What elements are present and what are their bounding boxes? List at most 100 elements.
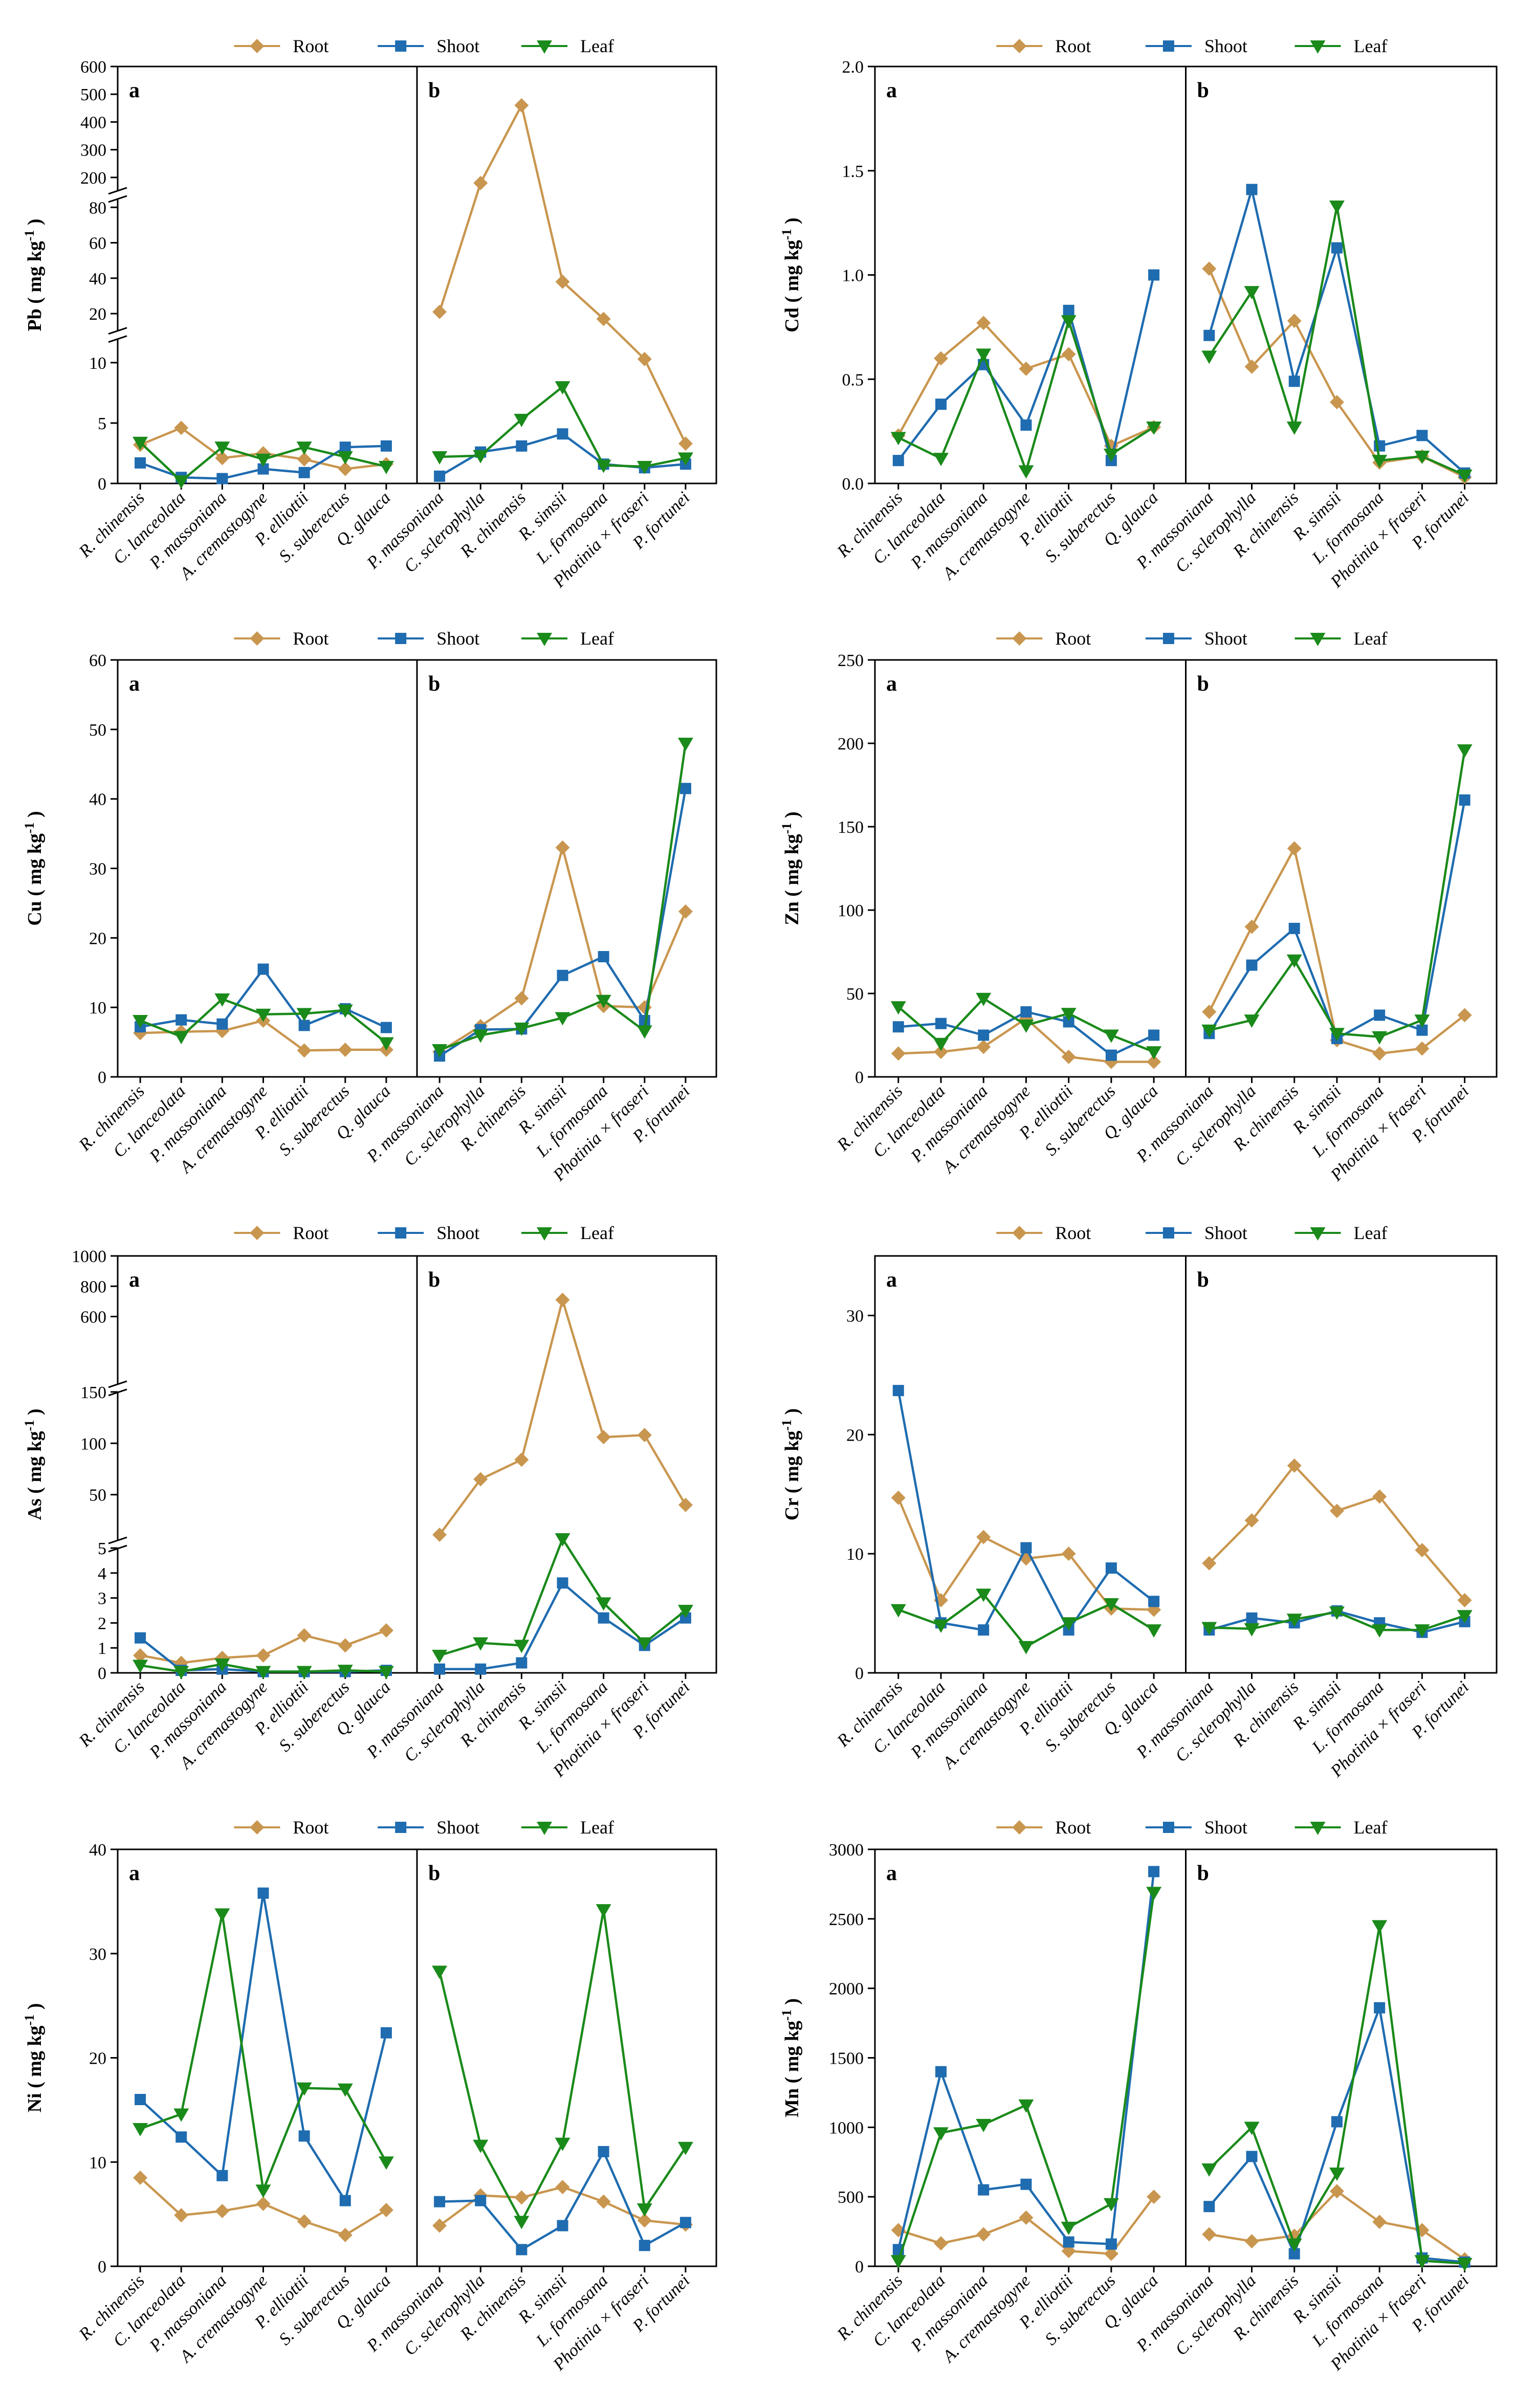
- data-point-leaf: [1103, 448, 1119, 462]
- y-tick-label: 600: [80, 1308, 106, 1327]
- legend-label-root: Root: [293, 628, 328, 649]
- y-axis-label: Ni ( mg kg-1 ): [22, 2003, 46, 2113]
- y-tick-label: 30: [89, 860, 106, 879]
- y-tick-label: 60: [89, 234, 106, 253]
- data-point-shoot: [892, 455, 904, 467]
- y-tick-label: 30: [89, 1945, 106, 1964]
- series-leaf: [133, 1658, 394, 1680]
- y-tick-label: 0: [855, 1068, 864, 1087]
- legend-marker-leaf: [537, 633, 552, 646]
- data-point-root: [432, 2218, 447, 2233]
- series-leaf: [890, 1887, 1162, 2269]
- series-line-leaf: [439, 743, 687, 1051]
- data-point-shoot: [175, 2131, 187, 2143]
- series-leaf: [1201, 1920, 1473, 2271]
- data-point-root: [379, 1623, 393, 1638]
- data-point-root: [1329, 395, 1344, 410]
- legend-Ni: Root Shoot Leaf: [234, 1817, 614, 1838]
- series-root: [432, 840, 693, 1059]
- y-tick-label: 0.5: [842, 370, 864, 389]
- y-tick-label: 100: [838, 901, 864, 920]
- data-point-root: [473, 1472, 488, 1487]
- legend-label-shoot: Shoot: [436, 1223, 479, 1243]
- series-leaf: [432, 381, 693, 474]
- data-point-leaf: [555, 381, 570, 395]
- data-point-shoot: [1203, 2201, 1215, 2213]
- data-point-shoot: [1203, 329, 1215, 341]
- data-point-root: [473, 175, 488, 190]
- data-point-leaf: [1414, 451, 1430, 465]
- y-tick-label: 5: [98, 414, 106, 433]
- data-point-shoot: [1020, 1542, 1032, 1554]
- legend-marker-leaf: [1310, 40, 1326, 54]
- data-point-root: [1244, 359, 1259, 374]
- series-line-leaf: [438, 1908, 687, 2223]
- data-point-leaf: [1061, 315, 1077, 329]
- data-point-leaf: [432, 1649, 448, 1663]
- axis-break-mark: [108, 1536, 127, 1544]
- data-point-leaf: [1061, 1617, 1077, 1631]
- data-point-leaf: [1414, 1624, 1430, 1638]
- data-point-leaf: [677, 738, 693, 751]
- data-point-shoot: [557, 428, 568, 440]
- y-tick-label: 0: [98, 2258, 106, 2277]
- data-point-leaf: [473, 2139, 489, 2153]
- data-point-shoot: [639, 2240, 650, 2251]
- data-point-shoot: [434, 470, 446, 482]
- data-point-shoot: [1246, 2151, 1258, 2162]
- data-point-leaf: [976, 2118, 992, 2132]
- data-point-shoot: [892, 1021, 904, 1033]
- data-point-leaf: [596, 1904, 611, 1918]
- data-point-leaf: [337, 1004, 353, 1018]
- y-axis-label: Zn ( mg kg-1 ): [779, 811, 803, 925]
- y-tick-label: 60: [89, 651, 106, 670]
- data-point-shoot: [1246, 184, 1258, 195]
- legend-As: Root Shoot Leaf: [234, 1223, 614, 1243]
- data-point-leaf: [1286, 954, 1302, 968]
- data-point-leaf: [214, 993, 230, 1007]
- series-shoot: [892, 1866, 1160, 2256]
- series-leaf: [432, 738, 693, 1058]
- data-point-root: [1019, 2210, 1034, 2225]
- panel-label: a: [129, 1862, 140, 1885]
- series-line-root: [1208, 847, 1465, 1055]
- data-point-leaf: [296, 1666, 312, 1680]
- data-point-leaf: [473, 1029, 489, 1043]
- data-point-leaf: [1103, 1029, 1119, 1043]
- data-point-root: [297, 2214, 312, 2229]
- data-point-shoot: [298, 467, 310, 478]
- series-root: [891, 2190, 1161, 2261]
- data-point-root: [432, 304, 447, 319]
- panel-label: a: [886, 1862, 897, 1885]
- data-point-root: [514, 2190, 529, 2205]
- data-point-root: [1202, 1556, 1217, 1571]
- data-point-shoot: [1288, 2248, 1300, 2260]
- data-point-shoot: [1416, 430, 1428, 441]
- data-point-shoot: [135, 1632, 146, 1644]
- chart-pb: 0 5 10 20 40 60 80 200 300 400 500 600 Pb ( mg kg-1 …: [22, 58, 717, 592]
- data-point-leaf: [890, 1604, 906, 1618]
- data-point-shoot: [978, 2184, 990, 2196]
- data-point-leaf: [432, 1965, 448, 1979]
- data-point-root: [976, 2227, 991, 2242]
- series-root: [1202, 841, 1472, 1061]
- series-shoot: [434, 1577, 691, 1675]
- y-tick-label: 3: [98, 1589, 106, 1608]
- data-point-shoot: [1374, 2002, 1386, 2014]
- data-point-leaf: [133, 436, 148, 450]
- series-line-shoot: [1208, 2006, 1465, 2264]
- data-point-root: [976, 1040, 991, 1054]
- data-point-leaf: [976, 348, 992, 362]
- series-line-shoot: [897, 1871, 1155, 2250]
- data-point-root: [1287, 1458, 1302, 1473]
- y-tick-label: 1.5: [842, 162, 864, 181]
- legend-label-root: Root: [1055, 36, 1091, 56]
- y-axis-label: Pb ( mg kg-1 ): [22, 218, 46, 331]
- data-point-shoot: [1246, 959, 1258, 971]
- data-point-shoot: [978, 1029, 990, 1041]
- series-root: [432, 98, 693, 451]
